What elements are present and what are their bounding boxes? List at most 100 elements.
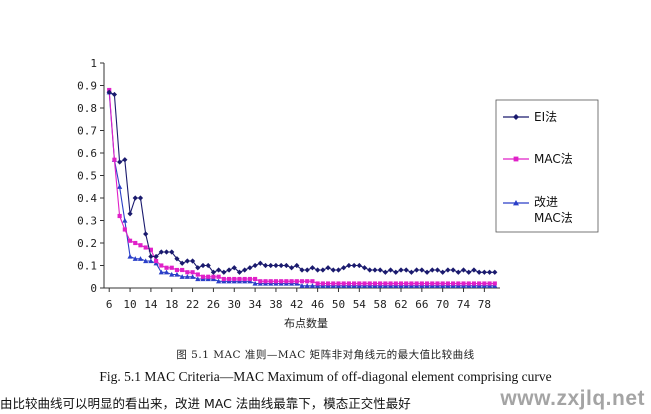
- data-point: [242, 276, 247, 282]
- legend-label-improved-line1: 改进: [534, 195, 558, 209]
- data-point: [273, 279, 279, 284]
- data-point: [419, 267, 425, 273]
- data-point: [159, 263, 164, 268]
- y-tick-label: 0.4: [77, 192, 97, 205]
- data-point: [216, 267, 222, 273]
- data-point: [216, 278, 222, 284]
- data-point: [378, 281, 383, 286]
- data-point: [424, 281, 430, 286]
- data-point: [476, 269, 482, 275]
- x-tick-label: 50: [332, 298, 345, 311]
- data-point: [148, 247, 153, 252]
- data-point: [341, 265, 347, 271]
- data-point: [362, 281, 367, 286]
- figure-caption-chinese: 图 5.1 MAC 准则—MAC 矩阵非对角线元的最大值比较曲线: [176, 349, 475, 361]
- data-point: [200, 274, 206, 279]
- data-point: [205, 262, 211, 269]
- data-point: [137, 256, 144, 261]
- data-point: [408, 269, 415, 275]
- data-point: [284, 279, 289, 284]
- data-point: [492, 281, 497, 286]
- data-point: [184, 258, 190, 264]
- data-point: [299, 279, 305, 284]
- data-point: [122, 217, 128, 223]
- data-point: [320, 281, 325, 286]
- data-point: [221, 276, 226, 282]
- data-point: [184, 274, 190, 279]
- y-tick-label: 0: [90, 282, 97, 295]
- data-point: [163, 269, 170, 275]
- data-point: [138, 243, 143, 248]
- data-point: [179, 260, 185, 266]
- y-tick-label: 0.1: [77, 260, 97, 273]
- data-point: [398, 281, 404, 286]
- legend-label-mac: MAC法: [534, 152, 573, 166]
- data-point: [320, 267, 326, 273]
- data-point: [247, 265, 253, 271]
- data-point: [304, 283, 310, 288]
- data-point: [382, 269, 388, 275]
- legend-box: [495, 99, 599, 233]
- data-point: [477, 281, 482, 286]
- data-point: [127, 211, 133, 217]
- legend-swatches: [503, 114, 529, 206]
- data-point: [377, 267, 383, 273]
- series-1: [107, 87, 497, 286]
- data-point: [466, 281, 471, 286]
- data-point: [435, 281, 440, 286]
- data-point: [288, 265, 295, 271]
- data-point: [279, 279, 284, 284]
- data-point: [492, 269, 498, 275]
- y-axis: 0 0.1 0.2 0.3 0.4 0.5 0.6 0.7 0.8 0.9 1: [77, 57, 105, 295]
- data-point: [112, 157, 117, 162]
- x-tick-label: 14: [144, 298, 158, 311]
- data-point: [471, 267, 477, 273]
- data-point: [309, 265, 316, 271]
- data-point: [262, 262, 269, 269]
- x-tick-label: 6: [106, 298, 113, 311]
- data-point: [299, 267, 305, 273]
- data-point: [169, 249, 175, 255]
- data-point: [169, 265, 174, 270]
- data-point: [445, 281, 450, 286]
- data-point: [127, 253, 133, 259]
- figure-caption-english: Fig. 5.1 MAC Criteria—MAC Maximum of off…: [99, 369, 552, 384]
- y-tick-label: 0.8: [77, 102, 97, 115]
- data-point: [289, 279, 294, 284]
- data-point: [133, 240, 138, 246]
- x-tick-label: 58: [374, 298, 387, 311]
- data-point: [346, 281, 351, 286]
- data-point: [226, 276, 232, 282]
- data-point: [367, 281, 372, 286]
- data-point: [455, 269, 461, 275]
- data-point: [132, 256, 138, 261]
- data-point: [430, 281, 435, 286]
- data-point: [268, 262, 274, 269]
- y-tick-label: 0.5: [77, 170, 97, 183]
- y-tick-label: 0.2: [77, 237, 97, 250]
- data-point: [237, 276, 242, 282]
- legend-swatch-marker: [513, 200, 519, 206]
- data-point: [451, 281, 456, 286]
- data-point: [257, 260, 263, 266]
- data-point: [273, 262, 279, 269]
- chart: 0 0.1 0.2 0.3 0.4 0.5 0.6 0.7 0.8 0.9 1 6 10 14 18 22 2…: [77, 57, 599, 330]
- data-point: [278, 262, 284, 269]
- data-point: [383, 281, 388, 286]
- data-point: [299, 283, 305, 288]
- data-point: [388, 281, 393, 286]
- x-tick-label: 70: [436, 298, 449, 311]
- data-point: [414, 281, 419, 286]
- data-point: [325, 281, 331, 286]
- data-point: [242, 267, 248, 273]
- data-point: [304, 267, 310, 273]
- data-point: [158, 269, 164, 275]
- data-point: [325, 265, 331, 271]
- data-point: [404, 281, 409, 286]
- data-point: [440, 281, 445, 286]
- data-point: [148, 253, 154, 260]
- data-point: [440, 269, 446, 275]
- data-point: [471, 281, 477, 286]
- y-tick-label: 0.6: [77, 147, 97, 160]
- data-point: [163, 249, 170, 255]
